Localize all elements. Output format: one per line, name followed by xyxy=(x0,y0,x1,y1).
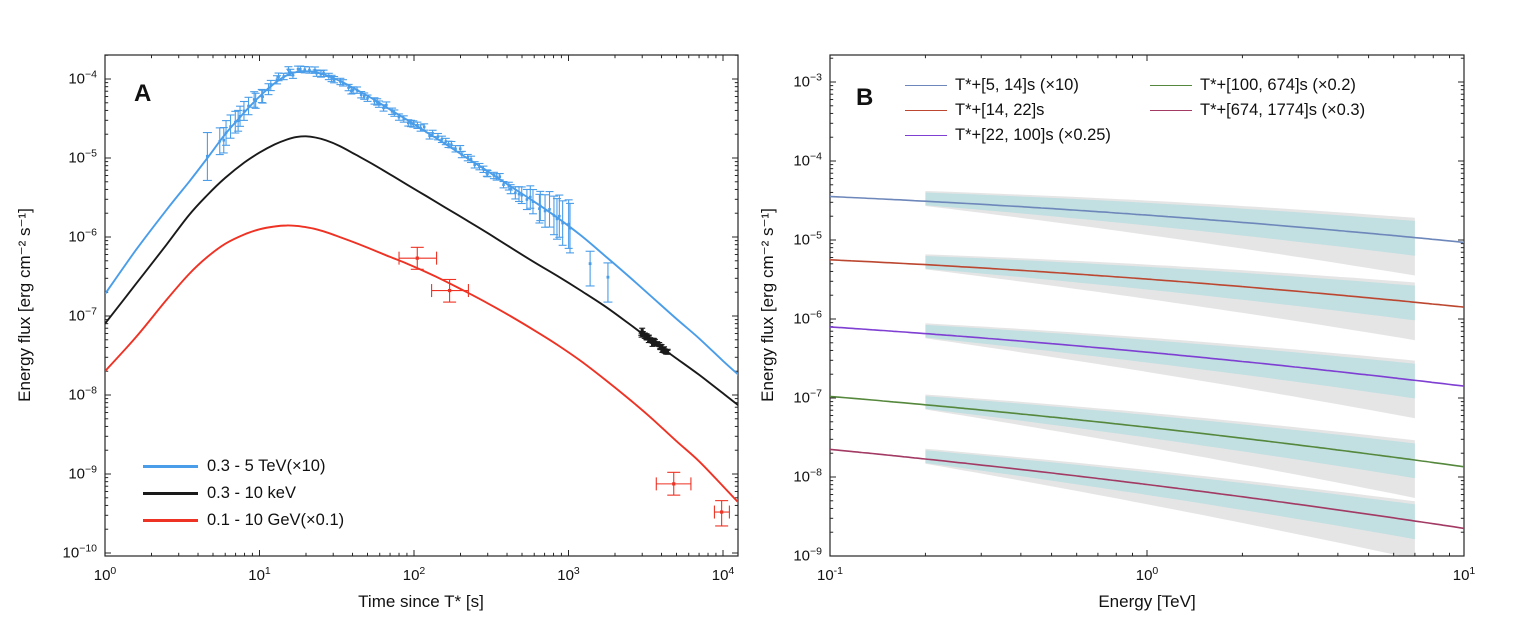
legend-item-interval-2: T*+[14, 22]s xyxy=(905,98,1111,123)
legend-item-tev: 0.3 - 5 TeV(×10) xyxy=(143,453,344,480)
legend-item-interval-3: T*+[22, 100]s (×0.25) xyxy=(905,123,1111,148)
legend-line-interval-5 xyxy=(1150,109,1192,112)
legend-label-kev: 0.3 - 10 keV xyxy=(207,484,296,502)
y-tick-label: 10−7 xyxy=(68,305,97,325)
y-tick-label: 10−4 xyxy=(68,68,97,88)
x-tick-label: 100 xyxy=(93,565,117,584)
y-tick-label: 10−3 xyxy=(793,71,822,91)
y-tick-label: 10−7 xyxy=(793,387,822,407)
x-tick-label: 10-1 xyxy=(816,565,844,584)
legend-label-gev: 0.1 - 10 GeV(×0.1) xyxy=(207,511,345,529)
legend-item-interval-4: T*+[100, 674]s (×0.2) xyxy=(1150,73,1365,98)
legend-line-kev xyxy=(143,492,198,495)
panel-b-yaxis-label: Energy flux [erg cm⁻² s⁻¹] xyxy=(758,208,777,402)
legend-label-interval-5: T*+[674, 1774]s (×0.3) xyxy=(1200,101,1366,119)
panel-b-xaxis-label: Energy [TeV] xyxy=(1098,592,1196,611)
y-tick-label: 10−5 xyxy=(793,229,822,249)
legend-line-interval-1 xyxy=(905,84,947,87)
legend-label-interval-2: T*+[14, 22]s xyxy=(955,101,1045,119)
legend-label-interval-3: T*+[22, 100]s (×0.25) xyxy=(955,126,1111,144)
y-tick-label: 10−9 xyxy=(68,463,97,483)
legend-label-tev: 0.3 - 5 TeV(×10) xyxy=(207,457,326,475)
y-tick-label: 10−4 xyxy=(793,150,822,170)
panel-a-yaxis-label: Energy flux [erg cm⁻² s⁻¹] xyxy=(15,208,34,402)
legend-line-interval-2 xyxy=(905,109,947,112)
panel-a-xaxis-label: Time since T* [s] xyxy=(358,592,484,611)
y-tick-label: 10−5 xyxy=(68,147,97,167)
panel-b-letter: B xyxy=(856,84,874,111)
y-tick-label: 10−10 xyxy=(62,542,98,562)
y-tick-label: 10−8 xyxy=(793,466,822,486)
x-tick-label: 101 xyxy=(1452,565,1476,584)
legend-line-interval-3 xyxy=(905,134,947,137)
legend-line-gev xyxy=(143,519,198,522)
x-tick-label: 100 xyxy=(1135,565,1159,584)
y-tick-label: 10−9 xyxy=(793,545,822,565)
panel-b-legend-col2: T*+[100, 674]s (×0.2) T*+[674, 1774]s (×… xyxy=(1150,73,1365,123)
x-tick-label: 103 xyxy=(557,565,580,584)
legend-item-gev: 0.1 - 10 GeV(×0.1) xyxy=(143,507,344,534)
legend-item-kev: 0.3 - 10 keV xyxy=(143,480,344,507)
legend-label-interval-1: T*+[5, 14]s (×10) xyxy=(955,76,1079,94)
legend-item-interval-5: T*+[674, 1774]s (×0.3) xyxy=(1150,98,1365,123)
x-tick-label: 104 xyxy=(711,565,735,584)
panel-a-legend: 0.3 - 5 TeV(×10) 0.3 - 10 keV 0.1 - 10 G… xyxy=(143,453,344,534)
legend-line-tev xyxy=(143,465,198,468)
legend-item-interval-1: T*+[5, 14]s (×10) xyxy=(905,73,1111,98)
panel-a-letter: A xyxy=(134,80,152,107)
y-tick-label: 10−8 xyxy=(68,384,97,404)
y-tick-label: 10−6 xyxy=(793,308,822,328)
legend-label-interval-4: T*+[100, 674]s (×0.2) xyxy=(1200,76,1356,94)
x-tick-label: 101 xyxy=(248,565,271,584)
panel-b-legend-col1: T*+[5, 14]s (×10) T*+[14, 22]s T*+[22, 1… xyxy=(905,73,1111,148)
x-tick-label: 102 xyxy=(402,565,426,584)
y-tick-label: 10−6 xyxy=(68,226,97,246)
legend-line-interval-4 xyxy=(1150,84,1192,87)
